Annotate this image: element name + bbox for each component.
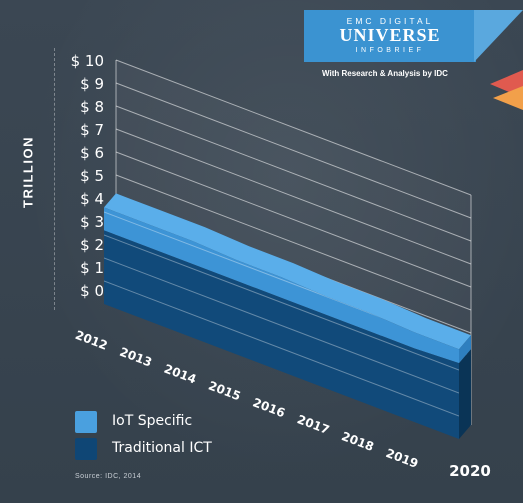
banner-subtitle: INFOBRIEF [355,47,425,54]
x-tick-label: 2017 [295,412,331,437]
banner-ribbon-orange [493,86,523,110]
y-tick-label: $ 0 [80,282,104,300]
x-tick-label: 2014 [162,362,198,387]
front-gridline-2 [104,257,459,394]
area-top-face-iot [104,193,471,350]
gridline-6 [115,151,472,288]
y-axis-title: TRILLION [20,136,36,208]
gridline-7 [115,128,472,265]
banner-panel [304,10,476,62]
x-tick-label: 2012 [73,328,109,353]
area-side-ict [459,349,471,439]
y-axis-dashed-line [54,48,55,310]
legend-swatch-iot [75,411,97,433]
banner-top-text: EMC DIGITAL [346,16,434,26]
x-tick-label: 2019 [384,446,420,471]
y-tick-label: $ 6 [80,144,104,162]
y-tick-label: $ 4 [80,190,104,208]
area-front-iot [104,207,459,364]
x-tick-label: 2015 [206,378,242,403]
source-note: Source: IDC, 2014 [75,473,142,480]
emc-banner: EMC DIGITAL UNIVERSE INFOBRIEF With Rese… [304,10,523,110]
y-tick-label: $ 8 [80,98,104,116]
x-tick-label: 2013 [118,345,154,370]
x-tick-label: 2020 [449,462,491,480]
banner-fold [474,10,523,62]
y-tick-label: $ 7 [80,121,104,139]
y-tick-label: $ 3 [80,213,104,231]
legend-label-iot: IoT Specific [112,413,193,429]
x-tick-label: 2016 [251,395,287,420]
area-side-iot [459,335,471,364]
banner-title: UNIVERSE [339,25,441,45]
front-gridline-3 [104,234,459,371]
y-tick-label: $ 1 [80,259,104,277]
x-tick-label: 2018 [340,429,376,454]
y-tick-label: $ 5 [80,167,104,185]
y-tick-label: $ 9 [80,75,104,93]
area-front-ict [104,230,459,439]
banner-credit: With Research & Analysis by IDC [322,69,448,78]
gridline-9 [115,82,472,219]
y-tick-label: $ 2 [80,236,104,254]
y-tick-label: $ 10 [71,52,104,70]
front-gridline-1 [104,280,459,417]
gridline-5 [115,174,472,311]
legend-label-ict: Traditional ICT [112,440,212,456]
gridline-10 [115,59,472,196]
legend-swatch-ict [75,438,97,460]
gridline-8 [115,105,472,242]
